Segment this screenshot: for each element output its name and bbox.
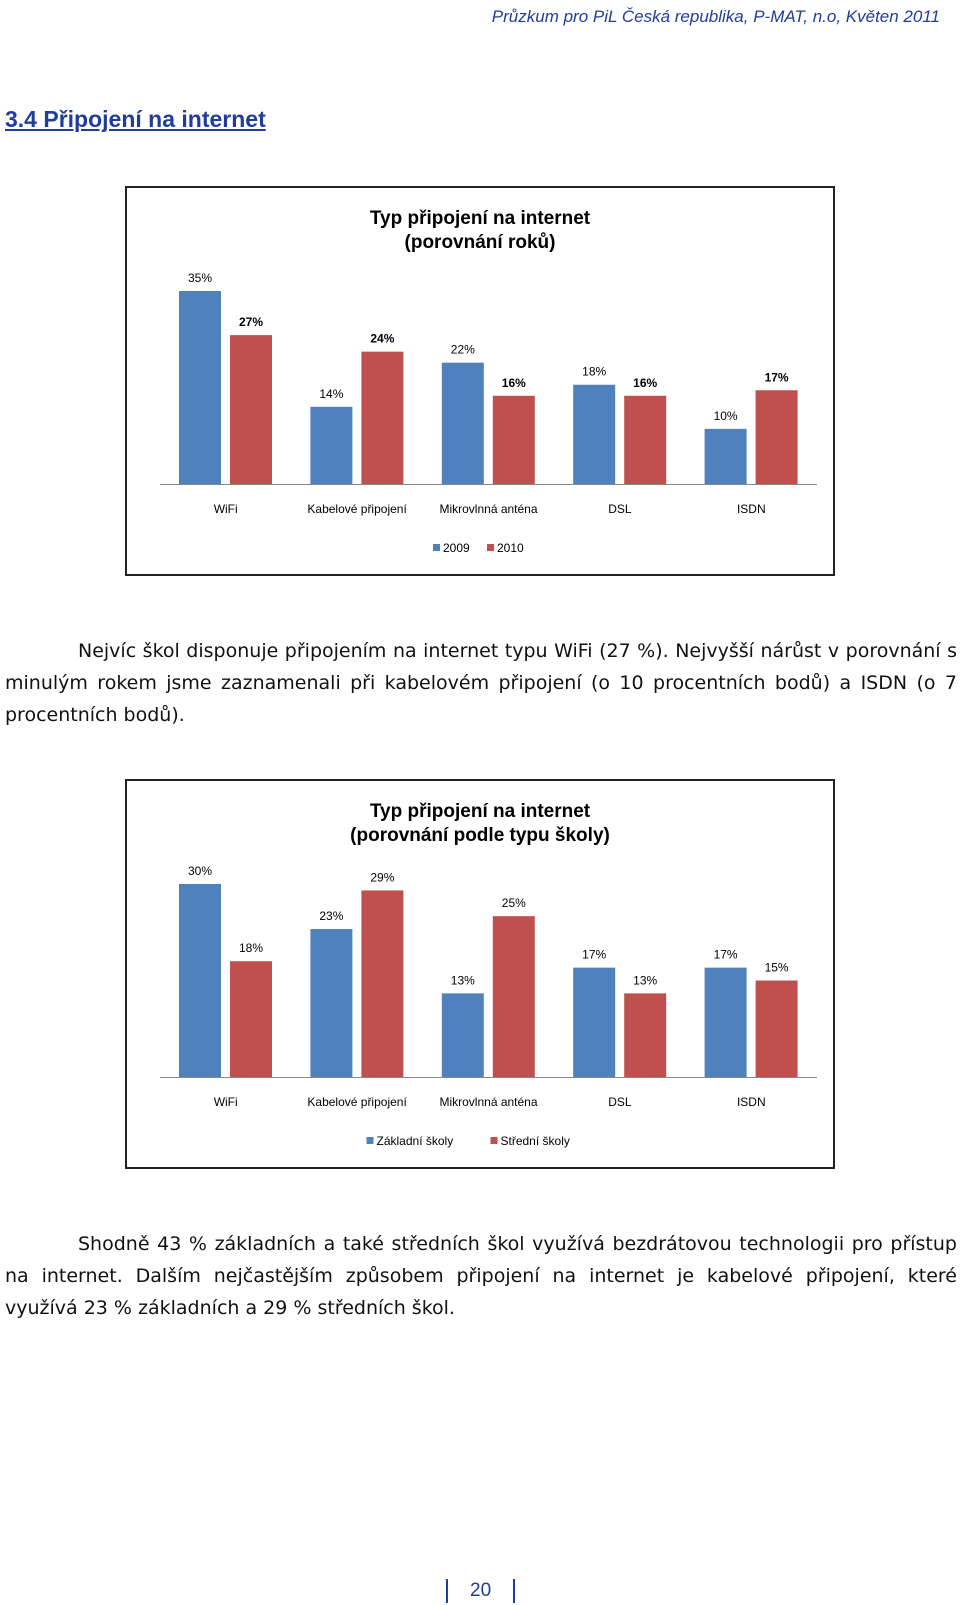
paragraph-school-summary: Shodně 43 % základních a také středních … <box>5 1228 957 1324</box>
section-title: 3.4 Připojení na internet <box>5 106 266 132</box>
bar-zakladni-skoly-wifi <box>179 884 221 1077</box>
category-label-kabelove-pripojeni: Kabelové připojení <box>307 502 407 516</box>
data-label-stredni-skoly-dsl: 13% <box>633 973 657 987</box>
bar-zakladni-skoly-kabelove-pripojeni <box>310 929 353 1077</box>
legend-label-2009: 2009 <box>443 541 470 555</box>
category-label-dsl: DSL <box>608 502 632 516</box>
data-label-2009-kabelove-pripojeni: 14% <box>319 387 343 401</box>
bar-2010-dsl <box>624 395 667 484</box>
data-label-2009-isdn: 10% <box>714 409 738 423</box>
chart-year-comparison: Typ připojení na internet (porovnání roků… <box>125 186 835 576</box>
chart-subtitle: (porovnání roků) <box>405 232 556 253</box>
category-label-dsl: DSL <box>608 1095 632 1109</box>
data-label-2010-kabelove-pripojeni: 24% <box>370 332 394 346</box>
bar-2010-wifi <box>230 335 272 484</box>
bar-2009-isdn <box>704 428 747 484</box>
chart-school-type-comparison-svg: Typ připojení na internet (porovnání podl… <box>160 801 817 1148</box>
legend-swatch-2009 <box>433 544 440 551</box>
bar-2009-mikrovlnna-antena <box>441 362 484 484</box>
data-label-2010-wifi: 27% <box>239 315 263 329</box>
bar-stredni-skoly-wifi <box>230 961 272 1077</box>
category-label-wifi: WiFi <box>214 1095 238 1109</box>
data-label-zakladni-skoly-mikrovlnna-antena: 13% <box>451 973 475 987</box>
category-label-isdn: ISDN <box>737 1095 766 1109</box>
category-label-mikrovlnna-antena: Mikrovlnná anténa <box>439 1095 537 1109</box>
data-label-stredni-skoly-isdn: 15% <box>765 961 789 975</box>
bar-2009-dsl <box>573 384 616 484</box>
bar-stredni-skoly-dsl <box>624 993 667 1077</box>
data-label-2009-wifi: 35% <box>188 271 212 285</box>
chart-subtitle: (porovnání podle typu školy) <box>350 825 610 846</box>
category-label-wifi: WiFi <box>214 502 238 516</box>
bar-stredni-skoly-kabelove-pripojeni <box>361 890 404 1077</box>
bar-stredni-skoly-isdn <box>755 980 798 1077</box>
chart-school-type-comparison: Typ připojení na internet (porovnání podl… <box>125 779 835 1169</box>
chart-title: Typ připojení na internet <box>370 801 591 822</box>
data-label-zakladni-skoly-kabelove-pripojeni: 23% <box>319 909 343 923</box>
chart-year-comparison-svg: Typ připojení na internet (porovnání roků… <box>160 208 817 555</box>
data-label-stredni-skoly-mikrovlnna-antena: 25% <box>502 896 526 910</box>
data-label-stredni-skoly-wifi: 18% <box>239 941 263 955</box>
paragraph-school-summary-text: Shodně 43 % základních a také středních … <box>5 1233 957 1319</box>
bar-2010-isdn <box>755 390 798 484</box>
legend-label-zakladni-skoly: Základní školy <box>377 1134 454 1148</box>
legend-swatch-stredni-skoly <box>490 1137 498 1144</box>
bar-zakladni-skoly-mikrovlnna-antena <box>441 993 484 1077</box>
bar-2010-kabelove-pripojeni <box>361 351 404 484</box>
chart-title: Typ připojení na internet <box>370 208 591 229</box>
bar-2009-kabelove-pripojeni <box>310 406 353 484</box>
bar-2010-mikrovlnna-antena <box>492 395 535 484</box>
bar-zakladni-skoly-isdn <box>704 967 747 1077</box>
data-label-2009-mikrovlnna-antena: 22% <box>451 343 475 357</box>
page-number: 20 <box>446 1579 516 1603</box>
data-label-2010-isdn: 17% <box>765 370 789 384</box>
data-label-2010-mikrovlnna-antena: 16% <box>502 376 526 390</box>
data-label-zakladni-skoly-dsl: 17% <box>582 948 606 962</box>
data-label-zakladni-skoly-wifi: 30% <box>188 864 212 878</box>
paragraph-wifi-summary-text: Nejvíc škol disponuje připojením na inte… <box>5 640 957 726</box>
bar-zakladni-skoly-dsl <box>573 967 616 1077</box>
legend-label-stredni-skoly: Střední školy <box>501 1134 570 1148</box>
legend-label-2010: 2010 <box>497 541 524 555</box>
category-label-kabelove-pripojeni: Kabelové připojení <box>307 1095 407 1109</box>
paragraph-wifi-summary: Nejvíc škol disponuje připojením na inte… <box>5 635 957 731</box>
data-label-zakladni-skoly-isdn: 17% <box>714 948 738 962</box>
legend-swatch-2010 <box>487 544 494 551</box>
category-label-mikrovlnna-antena: Mikrovlnná anténa <box>439 502 537 516</box>
data-label-2010-dsl: 16% <box>633 376 657 390</box>
running-header: Průzkum pro PiL Česká republika, P-MAT, … <box>491 7 940 26</box>
data-label-2009-dsl: 18% <box>582 365 606 379</box>
bar-stredni-skoly-mikrovlnna-antena <box>492 916 535 1077</box>
legend-swatch-zakladni-skoly <box>366 1137 374 1144</box>
bar-2009-wifi <box>179 291 221 484</box>
data-label-stredni-skoly-kabelove-pripojeni: 29% <box>370 870 394 884</box>
category-label-isdn: ISDN <box>737 502 766 516</box>
